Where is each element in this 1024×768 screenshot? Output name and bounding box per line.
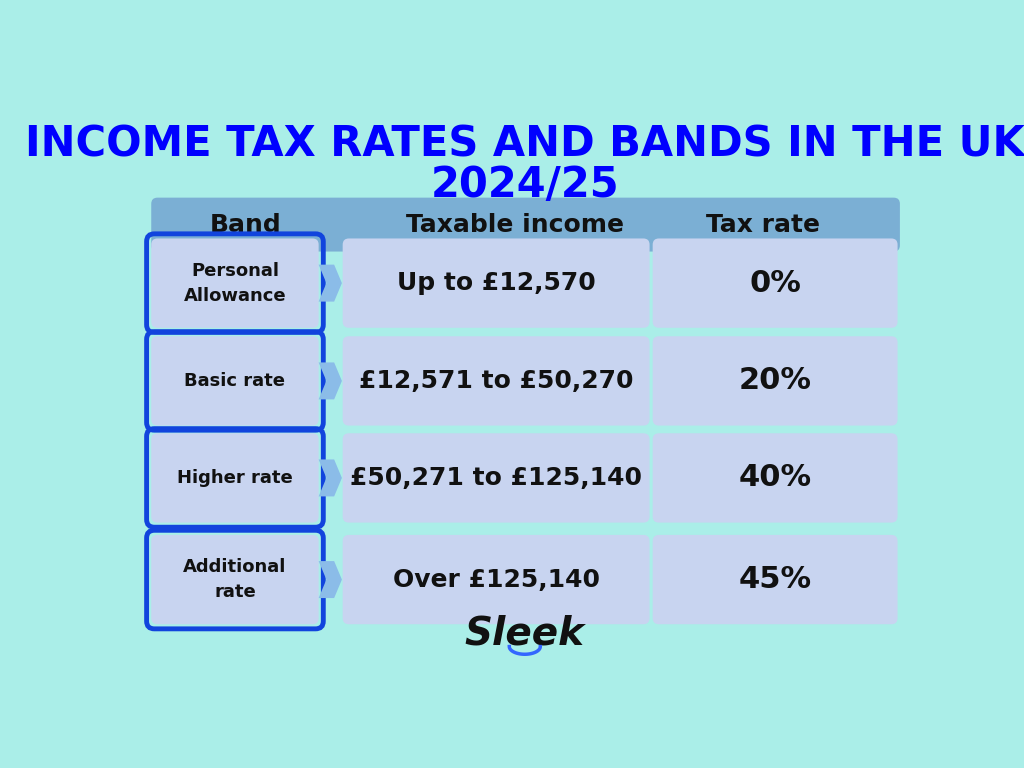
Text: 45%: 45% [738,565,812,594]
Text: Sleek: Sleek [465,614,585,653]
Text: 40%: 40% [738,463,812,492]
Text: INCOME TAX RATES AND BANDS IN THE UK: INCOME TAX RATES AND BANDS IN THE UK [25,124,1024,166]
Text: Band: Band [210,213,282,237]
Polygon shape [318,459,342,496]
FancyBboxPatch shape [343,336,649,425]
FancyBboxPatch shape [152,433,318,522]
Text: Up to £12,570: Up to £12,570 [396,271,596,295]
Text: Taxable income: Taxable income [407,213,625,237]
FancyBboxPatch shape [652,336,898,425]
FancyBboxPatch shape [152,197,900,252]
Polygon shape [318,561,342,598]
FancyBboxPatch shape [152,238,318,328]
Polygon shape [318,265,342,302]
Text: Basic rate: Basic rate [184,372,286,390]
Text: 0%: 0% [750,269,801,298]
FancyBboxPatch shape [152,535,318,624]
Text: Personal
Allowance: Personal Allowance [183,262,287,305]
Text: Additional
rate: Additional rate [183,558,287,601]
FancyBboxPatch shape [343,433,649,522]
Text: 2024/25: 2024/25 [430,164,620,206]
Text: £12,571 to £50,270: £12,571 to £50,270 [358,369,634,393]
FancyBboxPatch shape [652,535,898,624]
Text: Higher rate: Higher rate [177,469,293,487]
FancyBboxPatch shape [152,336,318,425]
FancyBboxPatch shape [343,238,649,328]
Text: Over £125,140: Over £125,140 [392,568,600,591]
Text: Tax rate: Tax rate [707,213,820,237]
Text: £50,271 to £125,140: £50,271 to £125,140 [350,466,642,490]
FancyBboxPatch shape [343,535,649,624]
FancyBboxPatch shape [652,238,898,328]
Text: 20%: 20% [738,366,812,396]
FancyBboxPatch shape [652,433,898,522]
Polygon shape [318,362,342,399]
